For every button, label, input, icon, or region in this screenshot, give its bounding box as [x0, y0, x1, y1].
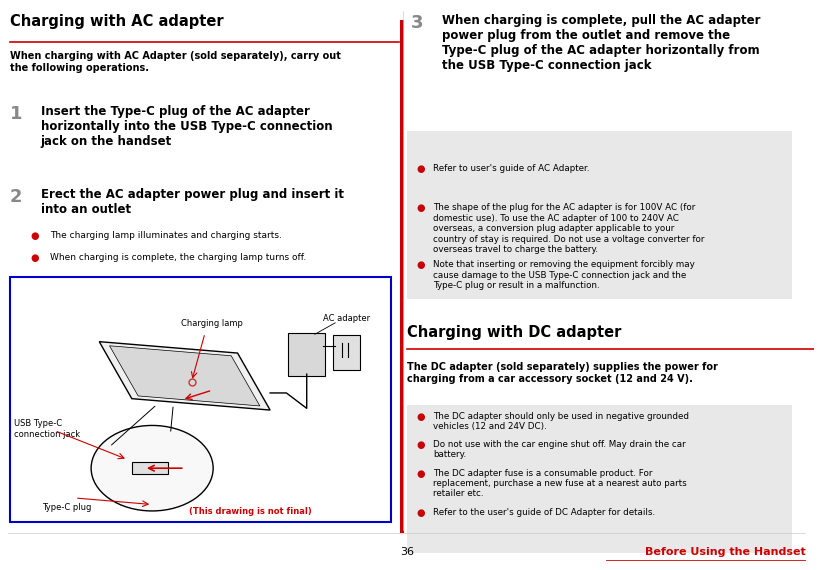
Text: The shape of the plug for the AC adapter is for 100V AC (for
domestic use). To u: The shape of the plug for the AC adapter…	[433, 203, 705, 254]
Circle shape	[91, 425, 213, 511]
Text: (This drawing is not final): (This drawing is not final)	[189, 507, 312, 516]
Text: The DC adapter (sold separately) supplies the power for
charging from a car acce: The DC adapter (sold separately) supplie…	[407, 362, 717, 384]
Text: Type-C plug: Type-C plug	[43, 503, 92, 511]
FancyBboxPatch shape	[10, 277, 390, 522]
Text: ●: ●	[416, 469, 425, 479]
Text: ●: ●	[416, 508, 425, 519]
Text: USB Type-C
connection jack: USB Type-C connection jack	[14, 419, 80, 438]
Text: ●: ●	[30, 253, 38, 263]
Text: ●: ●	[30, 231, 38, 241]
Text: Before Using the Handset: Before Using the Handset	[645, 547, 805, 557]
Text: Charging with DC adapter: Charging with DC adapter	[407, 325, 621, 340]
Text: 36: 36	[400, 547, 414, 557]
Text: When charging is complete, pull the AC adapter
power plug from the outlet and re: When charging is complete, pull the AC a…	[441, 14, 760, 72]
Text: The charging lamp illuminates and charging starts.: The charging lamp illuminates and chargi…	[50, 231, 283, 240]
Text: Refer to the user's guide of DC Adapter for details.: Refer to the user's guide of DC Adapter …	[433, 508, 655, 518]
Polygon shape	[110, 346, 260, 406]
Polygon shape	[132, 462, 168, 474]
Text: The DC adapter should only be used in negative grounded
vehicles (12 and 24V DC): The DC adapter should only be used in ne…	[433, 412, 689, 431]
Text: AC adapter: AC adapter	[323, 314, 370, 323]
Text: ●: ●	[416, 412, 425, 422]
FancyBboxPatch shape	[400, 20, 404, 533]
Text: Charging with AC adapter: Charging with AC adapter	[10, 14, 223, 29]
FancyBboxPatch shape	[288, 332, 325, 376]
Text: The DC adapter fuse is a consumable product. For
replacement, purchase a new fus: The DC adapter fuse is a consumable prod…	[433, 469, 686, 498]
FancyBboxPatch shape	[407, 131, 792, 299]
Text: 3: 3	[410, 14, 423, 32]
FancyBboxPatch shape	[333, 335, 360, 370]
Text: Charging lamp: Charging lamp	[181, 319, 242, 328]
Text: 2: 2	[10, 188, 23, 206]
Text: ●: ●	[416, 260, 425, 271]
Text: ●: ●	[416, 164, 425, 174]
Polygon shape	[99, 341, 270, 410]
FancyBboxPatch shape	[407, 405, 792, 553]
Text: Refer to user's guide of AC Adapter.: Refer to user's guide of AC Adapter.	[433, 164, 589, 173]
Text: Do not use with the car engine shut off. May drain the car
battery.: Do not use with the car engine shut off.…	[433, 440, 686, 459]
Text: Insert the Type-C plug of the AC adapter
horizontally into the USB Type-C connec: Insert the Type-C plug of the AC adapter…	[41, 105, 332, 148]
Text: When charging is complete, the charging lamp turns off.: When charging is complete, the charging …	[50, 253, 307, 262]
Text: Erect the AC adapter power plug and insert it
into an outlet: Erect the AC adapter power plug and inse…	[41, 188, 344, 216]
Text: ●: ●	[416, 203, 425, 214]
Text: ●: ●	[416, 440, 425, 450]
Text: Note that inserting or removing the equipment forcibly may
cause damage to the U: Note that inserting or removing the equi…	[433, 260, 695, 290]
Text: 1: 1	[10, 105, 23, 124]
Text: When charging with AC Adapter (sold separately), carry out
the following operati: When charging with AC Adapter (sold sepa…	[10, 51, 340, 73]
